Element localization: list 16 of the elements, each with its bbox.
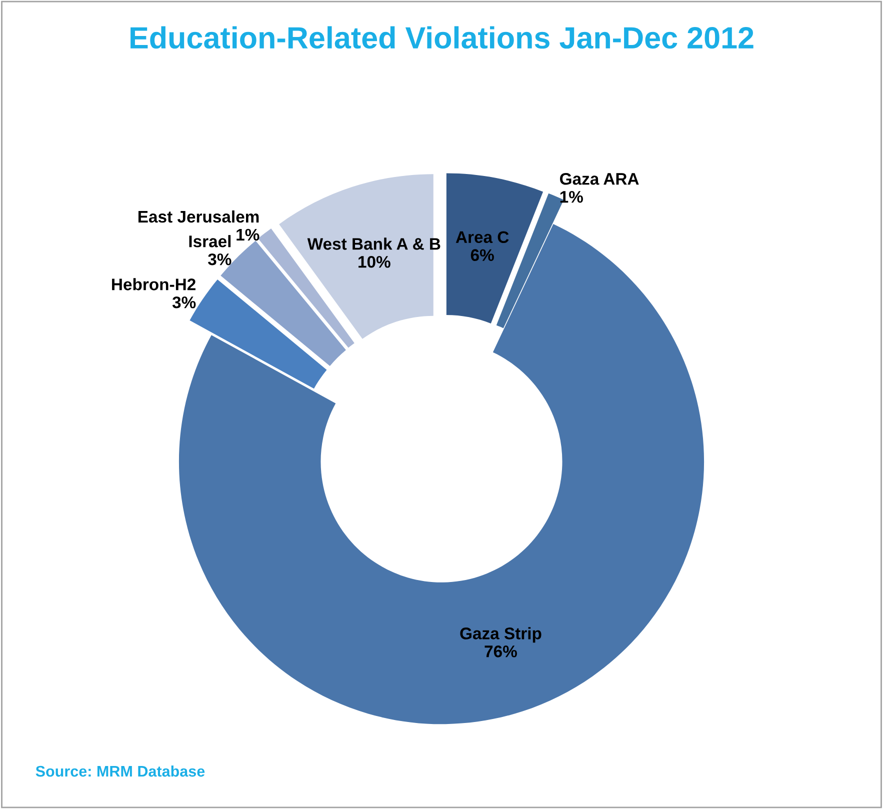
source-note: Source: MRM Database bbox=[36, 765, 205, 777]
data-label: 76% bbox=[484, 646, 517, 658]
data-label: 1% bbox=[236, 228, 260, 241]
slice-label: Area C bbox=[456, 231, 509, 244]
chart-title: Education-Related Violations Jan-Dec 2012 bbox=[130, 26, 754, 49]
data-label: 3% bbox=[172, 296, 196, 308]
slice-label: Hebron-H2 bbox=[112, 278, 196, 290]
data-label: 10% bbox=[358, 256, 390, 268]
slice-label: East Jerusalem bbox=[138, 210, 259, 223]
data-label: 3% bbox=[208, 253, 232, 266]
data-label: 1% bbox=[560, 191, 583, 203]
slice-label: Gaza ARA bbox=[560, 173, 639, 185]
slice-label: Israel bbox=[189, 235, 231, 248]
data-label: 6% bbox=[470, 249, 494, 261]
slice-label: West Bank A & B bbox=[307, 238, 440, 250]
slice-label: Gaza Strip bbox=[460, 627, 542, 643]
